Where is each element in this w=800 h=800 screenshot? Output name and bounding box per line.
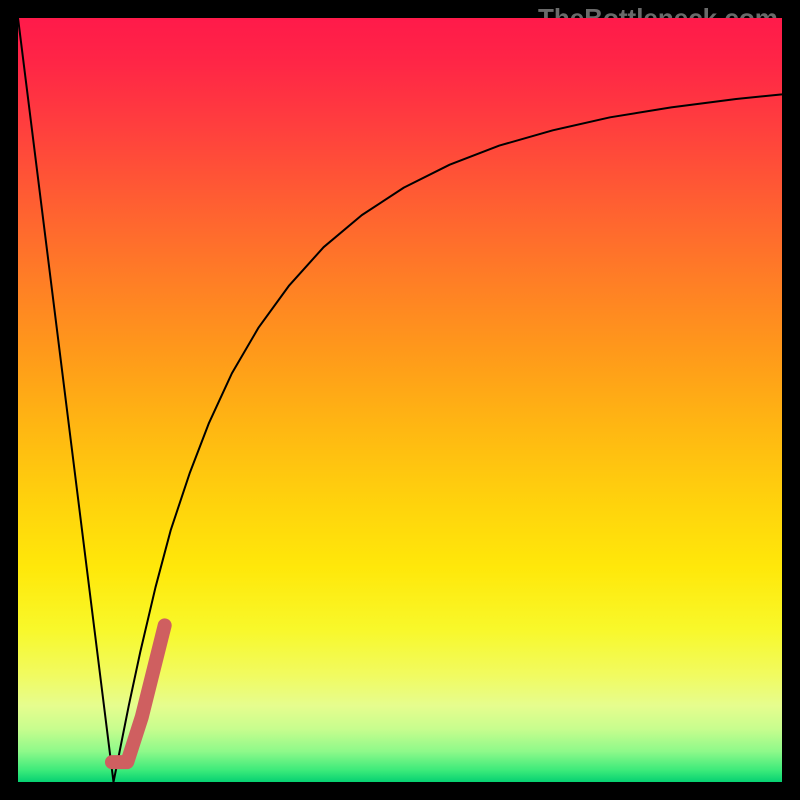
chart-frame: TheBottleneck.com	[0, 0, 800, 800]
chart-svg	[0, 0, 800, 800]
gradient-background	[18, 18, 782, 782]
